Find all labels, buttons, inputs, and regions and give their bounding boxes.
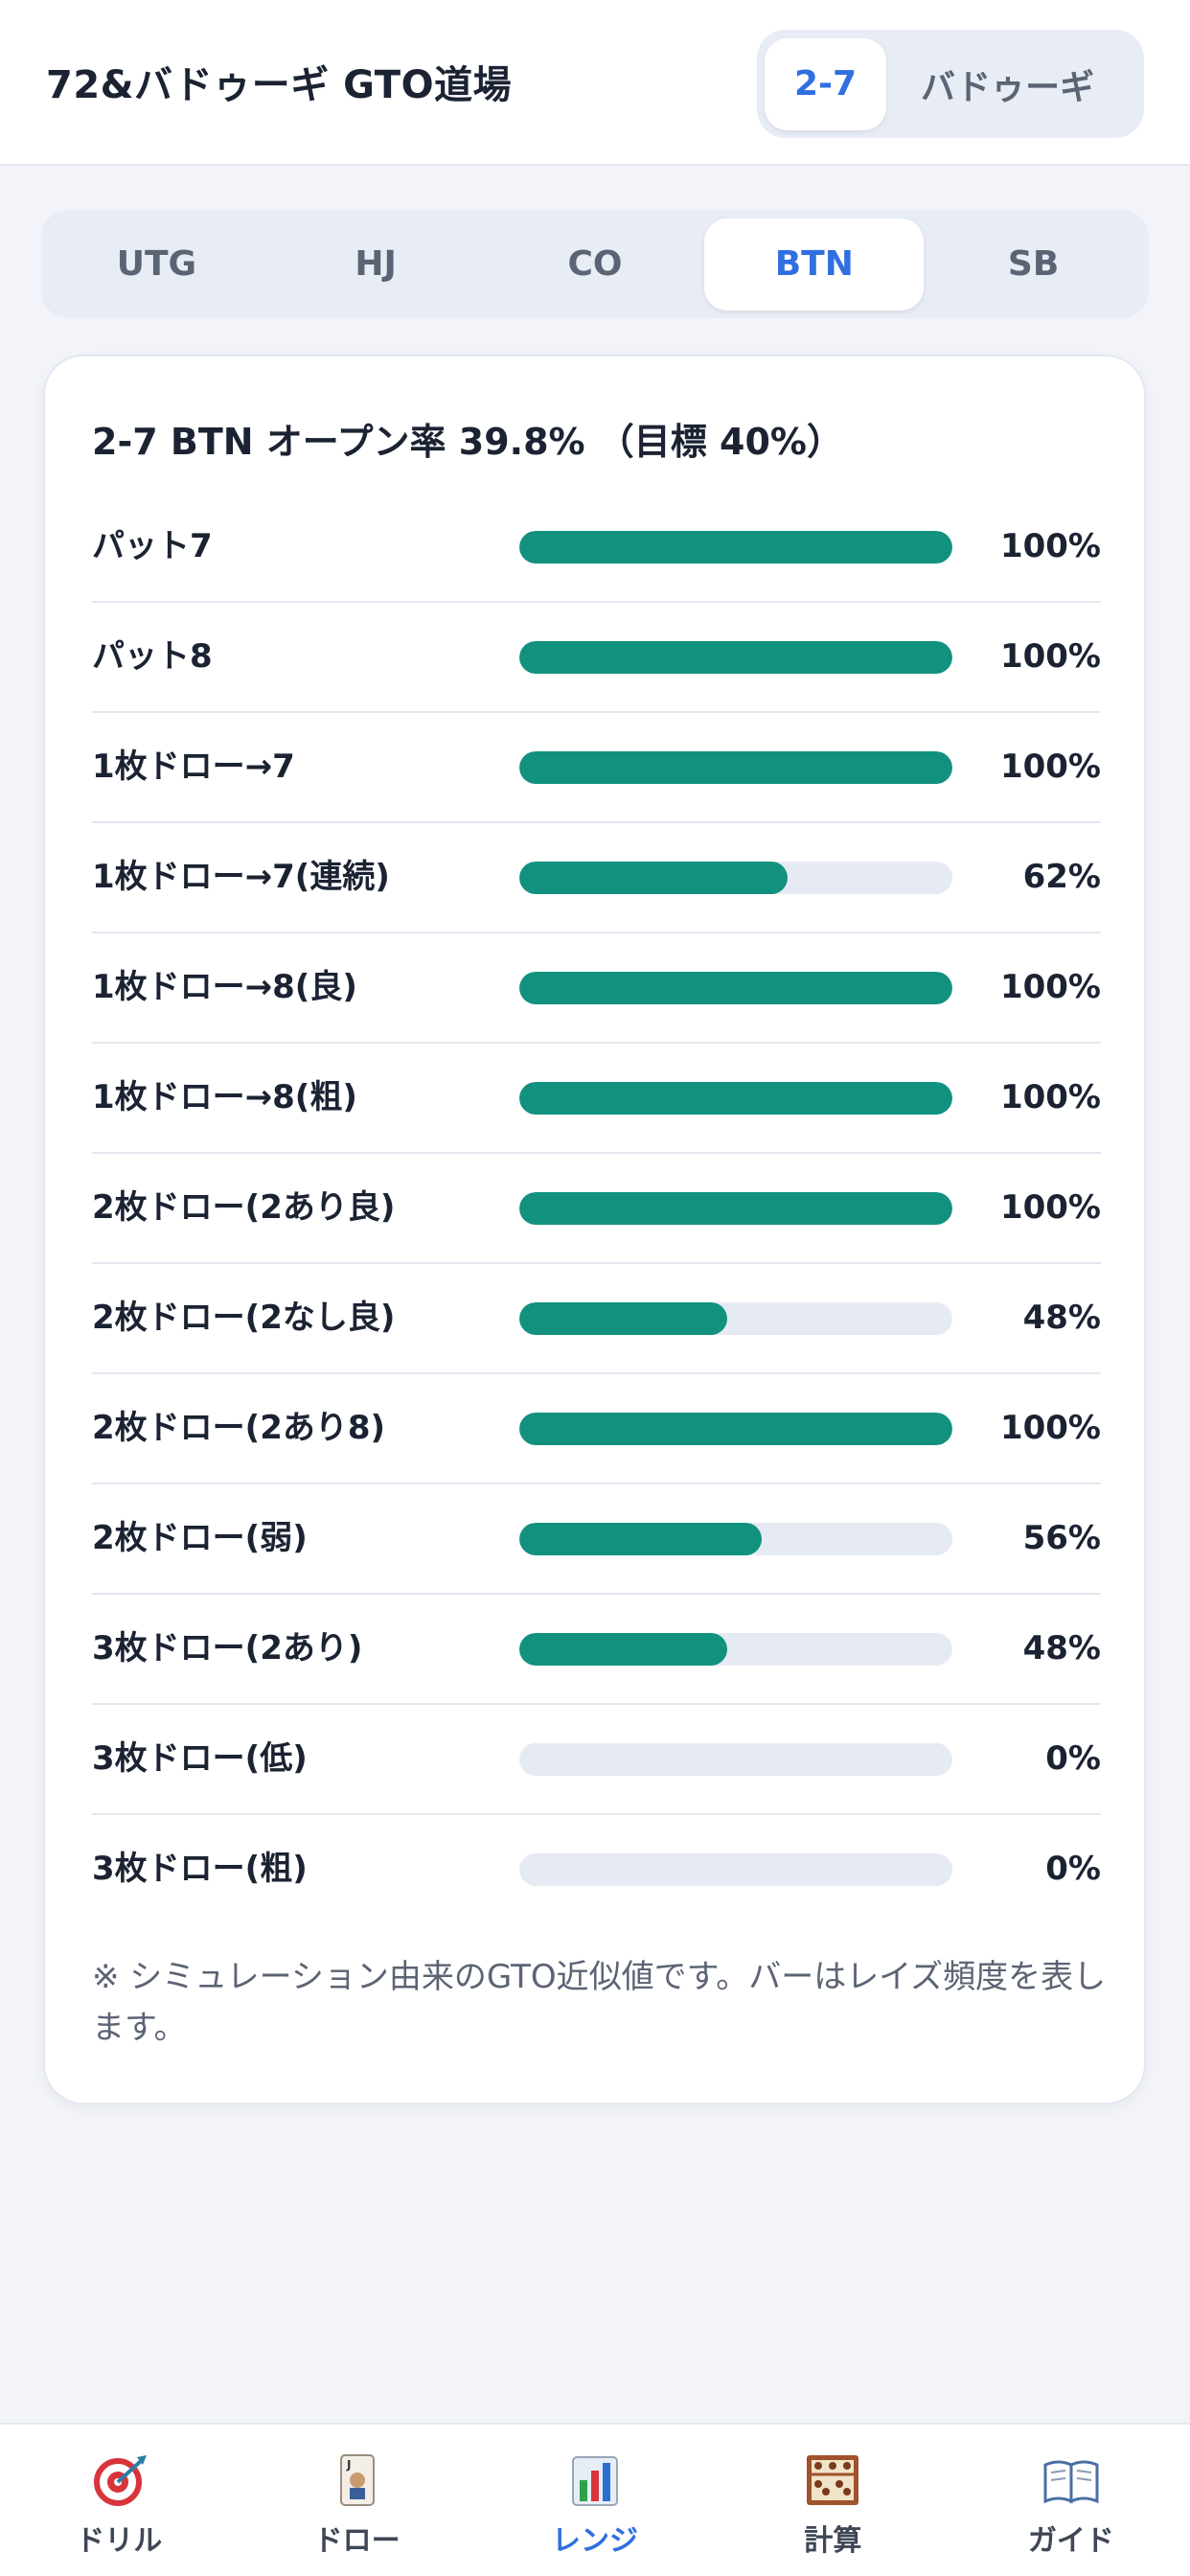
row-value: 62% bbox=[1022, 858, 1101, 896]
range-row: パット7 100% bbox=[92, 493, 1101, 603]
range-row: 2枚ドロー(2なし良) 48% bbox=[92, 1264, 1101, 1374]
bar-track bbox=[519, 1743, 952, 1776]
bar bbox=[519, 1082, 952, 1115]
row-value: 100% bbox=[999, 637, 1101, 676]
bar-track bbox=[519, 972, 952, 1004]
bar-track bbox=[519, 531, 952, 564]
nav-label: レンジ bbox=[552, 2524, 639, 2558]
bar-track bbox=[519, 1413, 952, 1445]
range-row: 3枚ドロー(2あり) 48% bbox=[92, 1595, 1101, 1705]
bar-track bbox=[519, 1192, 952, 1225]
bar bbox=[519, 1523, 763, 1555]
row-label: 1枚ドロー→7(連続) bbox=[92, 858, 390, 896]
row-label: パット7 bbox=[92, 527, 213, 565]
nav-label: ガイド bbox=[1027, 2524, 1114, 2558]
nav-label: ドロー bbox=[313, 2524, 400, 2558]
range-rows: パット7 100% パット8 100% 1枚ドロー→7 100% 1枚ドロー→7(連続) 62… bbox=[92, 493, 1101, 1925]
bar bbox=[519, 641, 952, 674]
bar bbox=[519, 751, 952, 784]
game-option[interactable]: バドゥーギ bbox=[921, 67, 1095, 107]
bar-track bbox=[519, 1853, 952, 1886]
row-label: 2枚ドロー(2なし良) bbox=[92, 1299, 396, 1337]
row-label: 2枚ドロー(2あり良) bbox=[92, 1188, 396, 1227]
bar bbox=[519, 972, 952, 1004]
row-value: 0% bbox=[1045, 1739, 1101, 1778]
range-row: 1枚ドロー→7(連続) 62% bbox=[92, 823, 1101, 933]
bar bbox=[519, 1413, 952, 1445]
svg-text:J: J bbox=[346, 2458, 351, 2472]
bar-track bbox=[519, 751, 952, 784]
bar-track bbox=[519, 1302, 952, 1335]
card-title: 2-7 BTN オープン率 39.8% （目標 40%） bbox=[92, 421, 843, 463]
nav-item[interactable]: ドリル bbox=[0, 2425, 238, 2576]
range-row: 2枚ドロー(弱) 56% bbox=[92, 1484, 1101, 1595]
nav-icon: J bbox=[339, 2454, 375, 2506]
game-toggle: 2-7 バドゥーギ bbox=[757, 30, 1144, 138]
bar-track bbox=[519, 862, 952, 894]
position-tabs: UTG HJ CO BTN SB bbox=[41, 210, 1149, 318]
bar-track bbox=[519, 1082, 952, 1115]
bar bbox=[519, 1633, 727, 1666]
bar bbox=[519, 1302, 727, 1335]
row-value: 100% bbox=[999, 748, 1101, 786]
row-value: 48% bbox=[1022, 1629, 1101, 1668]
row-label: 1枚ドロー→7 bbox=[92, 748, 295, 786]
row-value: 100% bbox=[999, 1078, 1101, 1116]
position-tab[interactable]: UTG bbox=[116, 244, 197, 284]
bar bbox=[519, 1192, 952, 1225]
bar bbox=[519, 531, 952, 564]
bar bbox=[519, 862, 789, 894]
row-label: 3枚ドロー(低) bbox=[92, 1739, 308, 1778]
note: ※ シミュレーション由来のGTO近似値です。バーはレイズ頻度を表します。 bbox=[92, 1958, 1107, 2047]
nav-icon bbox=[94, 2455, 148, 2506]
row-label: 1枚ドロー→8(粗) bbox=[92, 1078, 357, 1116]
nav-icon bbox=[807, 2455, 859, 2505]
row-value: 48% bbox=[1022, 1299, 1101, 1337]
row-value: 100% bbox=[999, 527, 1101, 565]
nav-icon bbox=[1043, 2460, 1099, 2504]
game-option[interactable]: 2-7 bbox=[765, 37, 886, 130]
row-label: 1枚ドロー→8(良) bbox=[92, 968, 357, 1006]
row-value: 100% bbox=[999, 968, 1101, 1006]
nav-item[interactable]: レンジ bbox=[476, 2425, 714, 2576]
header: 72&バドゥーギ GTO道場 2-7 バドゥーギ bbox=[0, 0, 1190, 166]
range-row: 1枚ドロー→8(良) 100% bbox=[92, 933, 1101, 1044]
nav-item[interactable]: ガイド bbox=[952, 2425, 1190, 2576]
range-row: 3枚ドロー(低) 0% bbox=[92, 1705, 1101, 1815]
position-tab[interactable]: SB bbox=[1007, 244, 1060, 284]
position-tab[interactable]: CO bbox=[567, 244, 623, 284]
range-row: 1枚ドロー→8(粗) 100% bbox=[92, 1044, 1101, 1154]
nav-label: ドリル bbox=[76, 2524, 163, 2558]
nav-item[interactable]: J ドロー bbox=[238, 2425, 475, 2576]
row-value: 100% bbox=[999, 1409, 1101, 1447]
range-row: 2枚ドロー(2あり8) 100% bbox=[92, 1374, 1101, 1484]
bar-track bbox=[519, 1633, 952, 1666]
bar-track bbox=[519, 641, 952, 674]
nav-icon bbox=[572, 2456, 619, 2506]
row-label: パット8 bbox=[92, 637, 213, 676]
row-label: 2枚ドロー(2あり8) bbox=[92, 1409, 386, 1447]
app-title: 72&バドゥーギ GTO道場 bbox=[46, 63, 513, 107]
row-label: 3枚ドロー(2あり) bbox=[92, 1629, 363, 1668]
nav-item[interactable]: 計算 bbox=[714, 2425, 951, 2576]
bar-track bbox=[519, 1523, 952, 1555]
row-value: 0% bbox=[1045, 1850, 1101, 1888]
row-value: 56% bbox=[1022, 1519, 1101, 1557]
nav-label: 計算 bbox=[804, 2524, 862, 2558]
row-label: 3枚ドロー(粗) bbox=[92, 1850, 308, 1888]
position-tab[interactable]: HJ bbox=[355, 244, 397, 284]
range-row: 1枚ドロー→7 100% bbox=[92, 713, 1101, 823]
range-row: 3枚ドロー(粗) 0% bbox=[92, 1815, 1101, 1925]
row-label: 2枚ドロー(弱) bbox=[92, 1519, 308, 1557]
position-tab[interactable]: BTN bbox=[704, 218, 925, 310]
range-row: パット8 100% bbox=[92, 603, 1101, 713]
range-row: 2枚ドロー(2あり良) 100% bbox=[92, 1154, 1101, 1264]
row-value: 100% bbox=[999, 1188, 1101, 1227]
bottom-nav: ドリル J ドロー レンジ 計算 ガイド bbox=[0, 2423, 1190, 2576]
range-card: 2-7 BTN オープン率 39.8% （目標 40%） パット7 100% パット… bbox=[43, 355, 1146, 2104]
